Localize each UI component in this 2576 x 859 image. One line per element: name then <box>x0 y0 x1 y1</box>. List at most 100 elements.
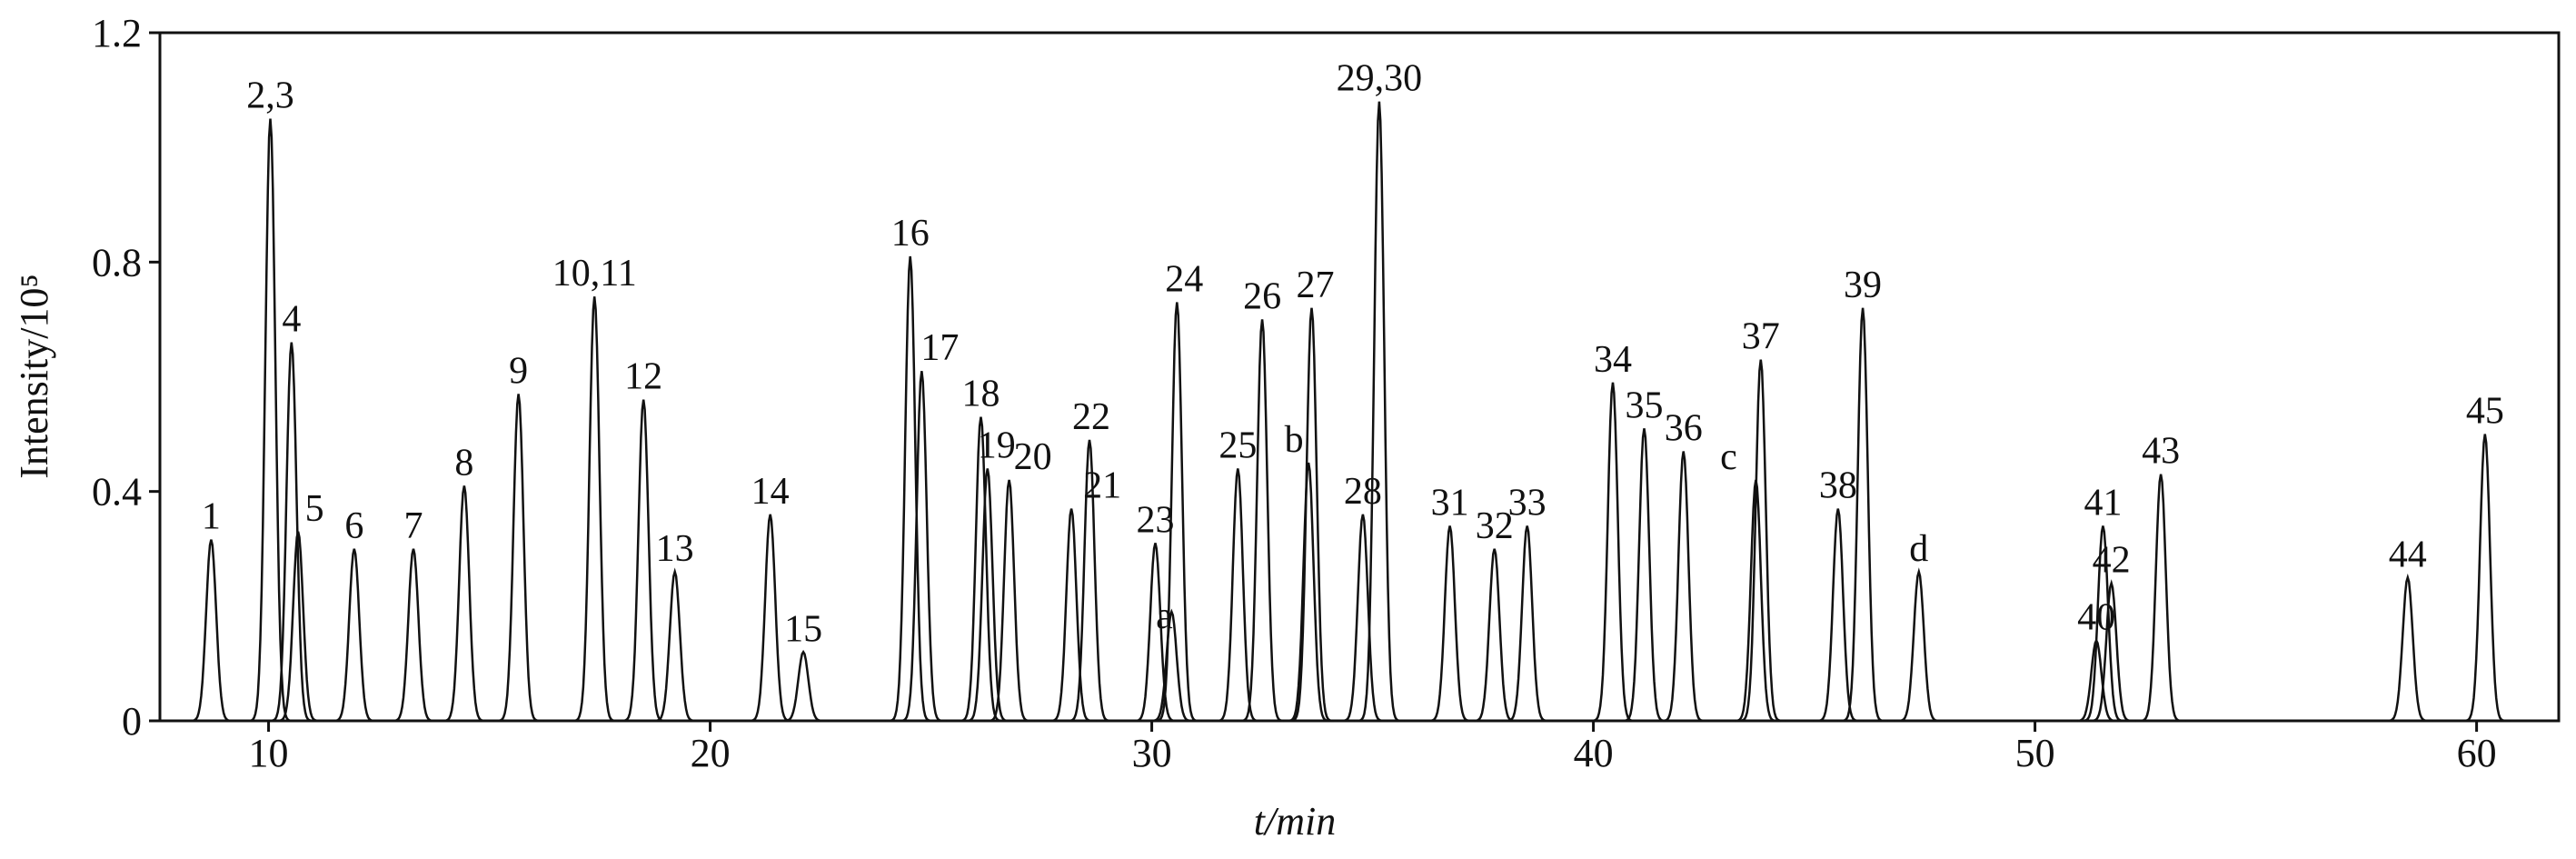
peak <box>2077 525 2128 723</box>
peak <box>493 394 544 723</box>
peak <box>1425 525 1476 723</box>
peak <box>1287 307 1337 723</box>
peak-label: 13 <box>656 528 694 570</box>
peak <box>1658 451 1709 723</box>
peak <box>245 118 295 723</box>
peak <box>1237 319 1288 723</box>
x-tick-label: 20 <box>691 731 731 775</box>
peak <box>962 468 1013 723</box>
peak-label: 31 <box>1431 483 1469 524</box>
peak <box>1283 462 1334 723</box>
peak <box>650 567 701 723</box>
peak-label: 41 <box>2084 483 2122 524</box>
peak-label: 5 <box>305 488 324 530</box>
peak <box>2382 573 2433 723</box>
x-tick-label: 40 <box>1574 731 1614 775</box>
peak <box>1151 302 1202 723</box>
peak-label: 29,30 <box>1337 58 1423 100</box>
peak <box>2460 434 2511 723</box>
peak-label: 33 <box>1508 483 1547 524</box>
y-tick-label: 0 <box>122 699 142 744</box>
x-tick-label: 10 <box>249 731 289 775</box>
peak <box>1587 382 1638 723</box>
peak <box>896 371 947 723</box>
y-tick-label: 0.4 <box>92 470 142 514</box>
peak-label: 27 <box>1297 265 1335 306</box>
peak <box>1212 468 1263 723</box>
peak <box>1837 307 1888 723</box>
peak-label: 15 <box>784 608 822 650</box>
peak <box>1338 514 1388 723</box>
y-tick-label: 1.2 <box>92 11 142 55</box>
peak-label: 36 <box>1665 408 1703 450</box>
peak <box>1046 508 1097 723</box>
peak <box>1736 359 1786 723</box>
peak-label: 44 <box>2389 534 2427 575</box>
y-tick-label: 0.8 <box>92 240 142 285</box>
peak-label: 45 <box>2466 391 2504 433</box>
peak-label: 43 <box>2142 431 2180 473</box>
peak <box>2086 579 2137 723</box>
peak <box>1064 439 1115 723</box>
peak-label: 16 <box>891 213 930 255</box>
peak-label: 20 <box>1014 436 1052 478</box>
peak <box>1894 567 1944 723</box>
peak <box>266 342 317 723</box>
peak <box>778 649 829 723</box>
peak-label: 42 <box>2093 540 2131 582</box>
peak-label: 37 <box>1742 316 1780 358</box>
peak-label: d <box>1909 528 1928 570</box>
peak <box>1813 508 1864 723</box>
peak-label: 23 <box>1136 499 1174 541</box>
peak-label: 18 <box>961 374 1000 415</box>
peak-label: 38 <box>1819 465 1857 507</box>
peak-label: 21 <box>1083 465 1121 507</box>
peak-label: 22 <box>1072 396 1110 438</box>
peak-label: c <box>1720 436 1737 478</box>
peak <box>1354 101 1405 723</box>
peak-label: 8 <box>454 442 473 484</box>
peak-label: 24 <box>1165 258 1203 300</box>
peak-label: 39 <box>1844 265 1882 306</box>
peak <box>569 296 620 723</box>
peak-label: 2,3 <box>246 75 294 117</box>
x-tick-label: 50 <box>2015 731 2055 775</box>
peak-label: b <box>1285 419 1304 461</box>
peak <box>885 255 936 723</box>
peak <box>439 485 490 723</box>
peak-label: 26 <box>1243 275 1281 317</box>
peak-label: 1 <box>202 496 221 538</box>
peak-label: 35 <box>1625 385 1663 426</box>
peak-label: 28 <box>1344 471 1382 513</box>
peak <box>1502 525 1553 723</box>
peak-label: 32 <box>1476 505 1514 547</box>
peak-label: 19 <box>978 425 1016 466</box>
peak-label: 34 <box>1594 339 1632 381</box>
peak-label: 10,11 <box>552 253 637 295</box>
x-tick-label: 30 <box>1132 731 1172 775</box>
y-axis-label: Intensity/10⁵ <box>12 274 56 479</box>
peak-label: 7 <box>403 505 423 547</box>
peak-label: 25 <box>1218 425 1257 466</box>
peak-label: 9 <box>509 350 528 392</box>
peak <box>1619 428 1669 723</box>
peak-label: 12 <box>624 356 662 398</box>
peak <box>388 548 439 723</box>
peak-label: a <box>1156 595 1173 637</box>
peak <box>984 479 1035 723</box>
peak <box>273 531 323 723</box>
peak-label: 6 <box>344 505 363 547</box>
peak <box>329 548 380 723</box>
x-tick-label: 60 <box>2457 731 2497 775</box>
peak <box>1130 543 1180 723</box>
peak-label: 17 <box>920 327 959 369</box>
peak-label: 4 <box>282 299 301 341</box>
peak <box>956 416 1006 723</box>
peak <box>1469 548 1520 723</box>
x-axis-label: t/min <box>1254 799 1336 844</box>
peak <box>185 539 236 723</box>
peak <box>2135 474 2186 723</box>
peak-label: 14 <box>751 471 790 513</box>
